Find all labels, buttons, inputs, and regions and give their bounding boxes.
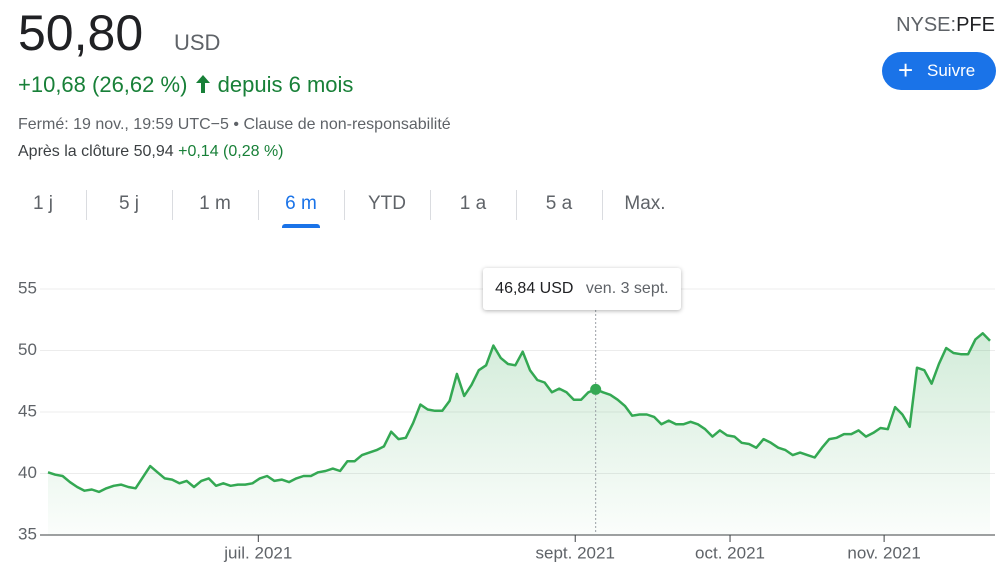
up-arrow <box>195 75 210 93</box>
after-label: Après la clôture 50,94 <box>18 143 174 160</box>
tooltip-date: ven. 3 sept. <box>585 280 669 297</box>
separator: • <box>233 116 239 133</box>
x-tick-label: nov. 2021 <box>847 543 920 562</box>
x-tick-label: sept. 2021 <box>536 543 615 562</box>
status-line: Fermé: 19 nov., 19:59 UTC−5 • Clause de … <box>18 116 451 134</box>
range-tab[interactable]: 1 m <box>172 186 258 226</box>
x-tick-label: oct. 2021 <box>695 543 765 562</box>
y-tick-label: 40 <box>18 463 37 482</box>
ticker: PFE <box>956 14 995 36</box>
exchange: NYSE: <box>896 14 957 36</box>
range-tab[interactable]: 1 a <box>430 186 516 226</box>
price: 50,80 <box>18 5 144 61</box>
y-tick-label: 55 <box>18 278 37 297</box>
period: depuis 6 mois <box>217 72 354 97</box>
y-tick-label: 45 <box>18 401 37 420</box>
change-value: +10,68 (26,62 %) <box>18 72 188 97</box>
range-tab[interactable]: 5 a <box>516 186 602 226</box>
follow-label: Suivre <box>927 61 976 80</box>
after-hours: Après la clôture 50,94 +0,14 (0,28 %) <box>18 143 284 161</box>
range-tab[interactable]: 5 j <box>86 186 172 226</box>
area-fill <box>48 333 990 535</box>
hover-point <box>590 383 602 395</box>
disclaimer-link[interactable]: Clause de non-responsabilité <box>243 116 451 133</box>
tooltip: 46,84 USD ven. 3 sept. <box>483 268 681 310</box>
range-tab[interactable]: 1 j <box>32 193 54 214</box>
status: Fermé: 19 nov., 19:59 UTC−5 <box>18 116 229 133</box>
x-tick-label: juil. 2021 <box>223 543 292 562</box>
y-tick-label: 50 <box>18 340 37 359</box>
change: +10,68 (26,62 %) depuis 6 mois <box>18 72 353 98</box>
range-tab[interactable]: 6 m <box>258 186 344 228</box>
symbol: NYSE:PFE <box>896 14 995 37</box>
plus-icon: + <box>898 55 914 85</box>
tooltip-value: 46,84 USD <box>495 280 574 297</box>
price-line <box>47 332 991 494</box>
follow-button[interactable]: + Suivre <box>882 52 996 90</box>
range-tab[interactable]: Max. <box>602 186 688 226</box>
currency: USD <box>174 30 221 55</box>
after-change: +0,14 (0,28 %) <box>178 143 284 160</box>
range-tab[interactable]: YTD <box>344 186 430 226</box>
y-tick-label: 35 <box>18 524 37 543</box>
